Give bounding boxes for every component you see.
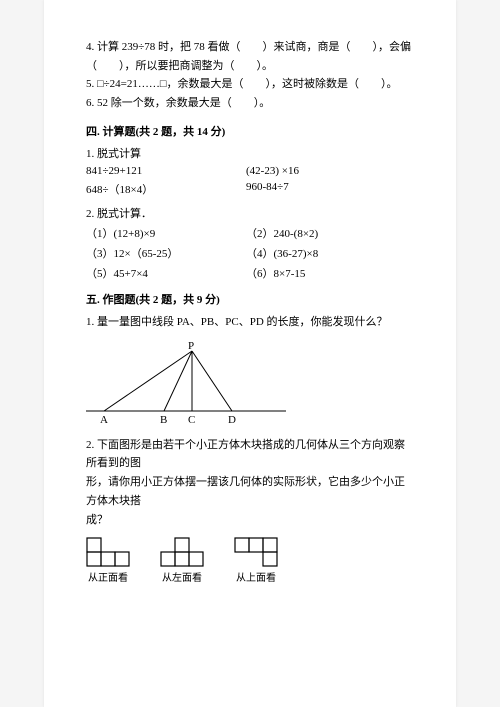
expr-2b: 960-84÷7 bbox=[246, 181, 289, 197]
section-5-title: 五. 作图题(共 2 题，共 9 分) bbox=[86, 291, 414, 307]
sec4-p2: 2. 脱式计算． bbox=[86, 205, 414, 221]
sub-row-1: （1）(12+8)×9 （2）240-(8×2) bbox=[86, 225, 414, 241]
three-views: 从正面看 从左面看 从上面看 bbox=[86, 537, 414, 584]
q4-line-b: （ ），所以要把商调整为（ ）。 bbox=[86, 57, 414, 76]
sub-3b: （6）8×7-15 bbox=[246, 265, 305, 281]
sub-row-2: （3）12×（65-25） （4）(36-27)×8 bbox=[86, 245, 414, 261]
left-view: 从左面看 bbox=[160, 537, 204, 584]
sec5-q2c: 成？ bbox=[86, 511, 414, 530]
front-view: 从正面看 bbox=[86, 537, 130, 584]
geometry-figure: P A B C D bbox=[86, 339, 414, 432]
front-view-label: 从正面看 bbox=[88, 569, 128, 584]
expr-1a: 841÷29+121 bbox=[86, 165, 246, 177]
section-4-title: 四. 计算题(共 2 题，共 14 分) bbox=[86, 123, 414, 139]
sec5-q2b: 形，请你用小正方体摆一摆该几何体的实际形状，它由多少个小正方体木块搭 bbox=[86, 473, 414, 510]
svg-text:P: P bbox=[188, 340, 194, 352]
front-view-grid bbox=[86, 537, 130, 567]
sub-row-3: （5）45+7×4 （6）8×7-15 bbox=[86, 265, 414, 281]
q5-line: 5. □÷24=21……□，余数最大是（ ），这时被除数是（ ）。 bbox=[86, 75, 414, 94]
top-view-grid bbox=[234, 537, 278, 567]
calc-row-2: 648÷（18×4） 960-84÷7 bbox=[86, 181, 414, 197]
left-view-grid bbox=[160, 537, 204, 567]
worksheet-page: 4. 计算 239÷78 时，把 78 看做（ ）来试商，商是（ ），会偏 （ … bbox=[44, 0, 456, 707]
svg-text:C: C bbox=[188, 414, 195, 426]
expr-1b: (42-23) ×16 bbox=[246, 165, 299, 177]
sec4-p1: 1. 脱式计算 bbox=[86, 145, 414, 161]
q6-line: 6. 52 除一个数，余数最大是（ ）。 bbox=[86, 94, 414, 113]
expr-2a: 648÷（18×4） bbox=[86, 181, 246, 197]
left-view-label: 从左面看 bbox=[162, 569, 202, 584]
sec5-q1: 1. 量一量图中线段 PA、PB、PC、PD 的长度，你能发现什么？ bbox=[86, 313, 414, 329]
top-view-label: 从上面看 bbox=[236, 569, 276, 584]
top-view: 从上面看 bbox=[234, 537, 278, 584]
q4-line-a: 4. 计算 239÷78 时，把 78 看做（ ）来试商，商是（ ），会偏 bbox=[86, 38, 414, 57]
svg-text:B: B bbox=[160, 414, 167, 426]
sub-1a: （1）(12+8)×9 bbox=[86, 225, 246, 241]
svg-text:A: A bbox=[100, 414, 108, 426]
sub-2b: （4）(36-27)×8 bbox=[246, 245, 318, 261]
calc-row-1: 841÷29+121 (42-23) ×16 bbox=[86, 165, 414, 177]
svg-text:D: D bbox=[228, 414, 236, 426]
sub-2a: （3）12×（65-25） bbox=[86, 245, 246, 261]
sub-1b: （2）240-(8×2) bbox=[246, 225, 318, 241]
sub-3a: （5）45+7×4 bbox=[86, 265, 246, 281]
sec5-q2a: 2. 下面图形是由若干个小正方体木块搭成的几何体从三个方向观察所看到的图 bbox=[86, 436, 414, 473]
line-segment-diagram: P A B C D bbox=[86, 339, 286, 429]
